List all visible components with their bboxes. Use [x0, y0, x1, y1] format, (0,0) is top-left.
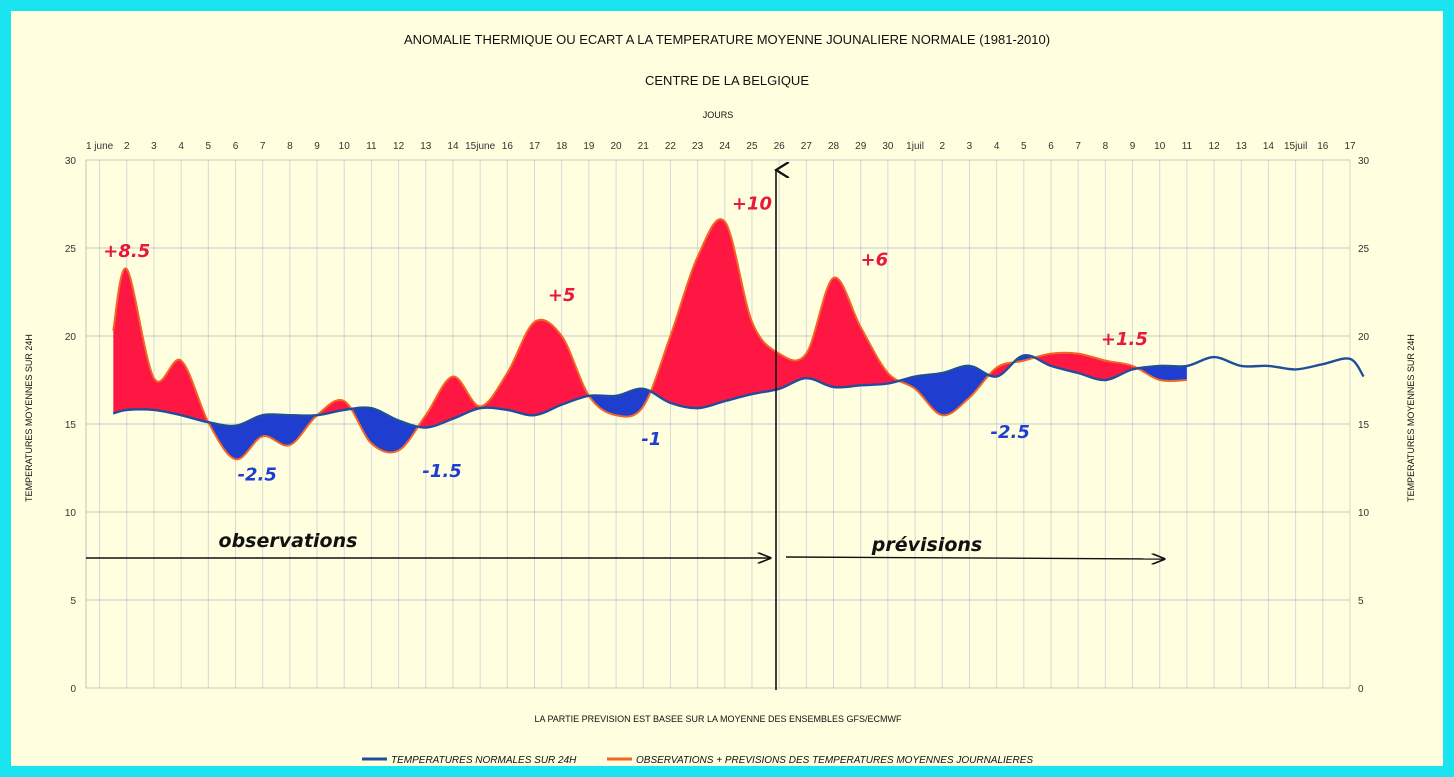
x-tick-label: 16 [502, 141, 514, 152]
legend-label-normal: TEMPERATURES NORMALES SUR 24H [391, 755, 577, 766]
x-tick-label: 5 [1021, 141, 1027, 152]
x-tick-label: 6 [1048, 141, 1054, 152]
anomaly-label: +5 [548, 285, 576, 306]
x-tick-label: 4 [994, 141, 1000, 152]
y-tick-label-right: 10 [1358, 508, 1370, 519]
x-tick-label: 22 [665, 141, 677, 152]
anomaly-label: -2.5 [238, 464, 277, 485]
x-tick-label: 17 [529, 141, 541, 152]
y-tick-label-right: 30 [1358, 156, 1370, 167]
x-tick-label: 7 [260, 141, 266, 152]
previsions-label: prévisions [871, 534, 982, 556]
x-tick-label: 21 [638, 141, 650, 152]
x-tick-label: 9 [1130, 141, 1136, 152]
anomaly-label: -2.5 [991, 422, 1030, 443]
x-tick-label: 14 [447, 141, 459, 152]
y-tick-label-right: 5 [1358, 596, 1364, 607]
x-tick-label: 27 [801, 141, 813, 152]
x-tick-label: 19 [583, 141, 595, 152]
anomaly-fills [113, 219, 1187, 460]
series-lines [112, 218, 1365, 461]
anomaly-label: +1.5 [1101, 329, 1148, 350]
x-tick-label: 14 [1263, 141, 1275, 152]
x-tick-label: 18 [556, 141, 568, 152]
x-tick-label: 11 [1182, 141, 1193, 152]
x-tick-label: 10 [1154, 141, 1166, 152]
x-tick-label: 3 [967, 141, 973, 152]
x-tick-label: 7 [1075, 141, 1081, 152]
forecast-note: LA PARTIE PREVISION EST BASEE SUR LA MOY… [534, 714, 902, 724]
y-tick-labels: 0 0 5 5 10 10 15 15 20 20 25 25 30 30 [65, 156, 1370, 695]
x-tick-label: 2 [124, 141, 130, 152]
anomaly-annotations: +8.5 -2.5 -1.5 +5 -1 +10 +6 -2.5 +1.5 [103, 193, 1148, 485]
x-tick-label: 6 [233, 141, 239, 152]
x-tick-label: 12 [393, 141, 405, 152]
x-tick-label: 15juil [1284, 141, 1307, 152]
y-tick-label-right: 15 [1358, 420, 1370, 431]
grid [85, 159, 1351, 689]
y-tick-label-right: 25 [1358, 244, 1370, 255]
normal-series-line [112, 354, 1365, 429]
y-tick-label-left: 20 [65, 332, 77, 343]
y-tick-label-left: 30 [65, 156, 77, 167]
x-tick-label: 10 [339, 141, 351, 152]
y-axis-title-left: TEMPERATURES MOYENNES SUR 24H [24, 334, 34, 502]
y-tick-label-left: 15 [65, 420, 77, 431]
previsions-arrow [785, 557, 1164, 559]
x-tick-label: 1 june [86, 141, 114, 152]
x-tick-label: 5 [206, 141, 212, 152]
x-tick-label: 1juil [906, 141, 924, 152]
x-tick-label: 8 [1103, 141, 1109, 152]
legend-label-observed: OBSERVATIONS + PREVISIONS DES TEMPERATUR… [636, 755, 1033, 766]
x-axis-title: JOURS [703, 110, 734, 120]
x-tick-label: 29 [855, 141, 867, 152]
x-tick-label: 26 [774, 141, 786, 152]
x-tick-label: 12 [1209, 141, 1221, 152]
x-tick-label: 13 [420, 141, 432, 152]
chart-subtitle: CENTRE DE LA BELGIQUE [645, 73, 809, 88]
anomaly-label: +8.5 [103, 241, 150, 262]
x-tick-label: 17 [1344, 141, 1356, 152]
anomaly-label: -1 [641, 429, 661, 450]
chart-title: ANOMALIE THERMIQUE OU ECART A LA TEMPERA… [404, 32, 1050, 47]
y-tick-label-left: 5 [70, 596, 76, 607]
x-tick-label: 23 [692, 141, 704, 152]
y-tick-label-right: 20 [1358, 332, 1370, 343]
y-tick-label-left: 25 [65, 244, 77, 255]
below-normal-area [113, 355, 1187, 460]
x-tick-label: 9 [314, 141, 320, 152]
observed-series-line [112, 218, 1187, 461]
x-tick-labels: 1 june 2 3 4 5 6 7 8 9 10 11 12 13 14 15june 16 17 18 19 20… [86, 141, 1356, 152]
x-tick-label: 4 [178, 141, 184, 152]
x-tick-label: 24 [719, 141, 731, 152]
y-axis-title-right: TEMPERATURES MOYENNES SUR 24H [1406, 334, 1416, 502]
x-tick-label: 16 [1317, 141, 1329, 152]
x-tick-label: 28 [828, 141, 840, 152]
legend: TEMPERATURES NORMALES SUR 24H OBSERVATIO… [362, 755, 1033, 766]
x-tick-label: 11 [366, 141, 377, 152]
anomaly-label: +6 [860, 250, 888, 271]
x-tick-label: 15june [465, 141, 495, 152]
x-tick-label: 8 [287, 141, 293, 152]
x-tick-label: 25 [746, 141, 758, 152]
y-tick-label-left: 10 [65, 508, 77, 519]
y-tick-label-right: 0 [1358, 684, 1364, 695]
x-tick-label: 30 [882, 141, 894, 152]
x-tick-label: 2 [939, 141, 945, 152]
x-tick-label: 20 [611, 141, 623, 152]
y-tick-label-left: 0 [70, 684, 76, 695]
observations-label: observations [219, 530, 358, 552]
x-tick-label: 13 [1236, 141, 1248, 152]
anomaly-label: -1.5 [422, 461, 461, 482]
x-tick-label: 3 [151, 141, 157, 152]
anomaly-label: +10 [732, 193, 772, 214]
